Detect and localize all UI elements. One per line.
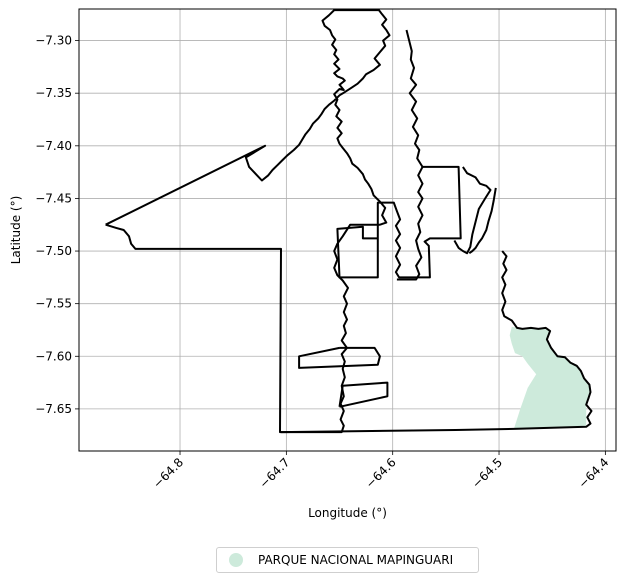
park-fill-area <box>509 326 591 429</box>
inner-boundary-line <box>396 166 424 281</box>
y-tick-label: −7.55 <box>35 297 72 311</box>
park-outline-line <box>280 250 593 434</box>
y-tick-label: −7.50 <box>35 244 72 258</box>
y-tick-label: −7.45 <box>35 191 72 205</box>
x-axis-label: Longitude (°) <box>308 506 387 520</box>
y-axis-label: Latitude (°) <box>9 196 23 265</box>
y-tick-label: −7.40 <box>35 139 72 153</box>
x-tick-label: −64.5 <box>469 455 505 491</box>
inner-boundary-line <box>453 166 492 255</box>
inner-boundary-line <box>405 29 424 168</box>
legend-label: PARQUE NACIONAL MAPINGUARI <box>258 553 454 567</box>
y-tick-label: −7.65 <box>35 402 72 416</box>
legend: PARQUE NACIONAL MAPINGUARI <box>216 547 479 573</box>
y-tick-label: −7.60 <box>35 349 72 363</box>
inner-boundary-line <box>298 346 381 369</box>
legend-marker-icon <box>229 553 243 567</box>
map-layer <box>105 9 593 434</box>
x-tick-label: −64.4 <box>576 455 612 491</box>
plot-frame <box>78 8 617 452</box>
x-tick-label: −64.7 <box>257 455 293 491</box>
inner-boundary-line <box>336 165 462 279</box>
y-tick-label: −7.30 <box>35 34 72 48</box>
boundary-line <box>105 9 391 434</box>
x-tick-label: −64.6 <box>363 455 399 491</box>
inner-boundary-line <box>338 381 389 408</box>
x-tick-label: −64.8 <box>150 455 186 491</box>
inner-boundary-line <box>468 187 497 255</box>
y-tick-label: −7.35 <box>35 86 72 100</box>
